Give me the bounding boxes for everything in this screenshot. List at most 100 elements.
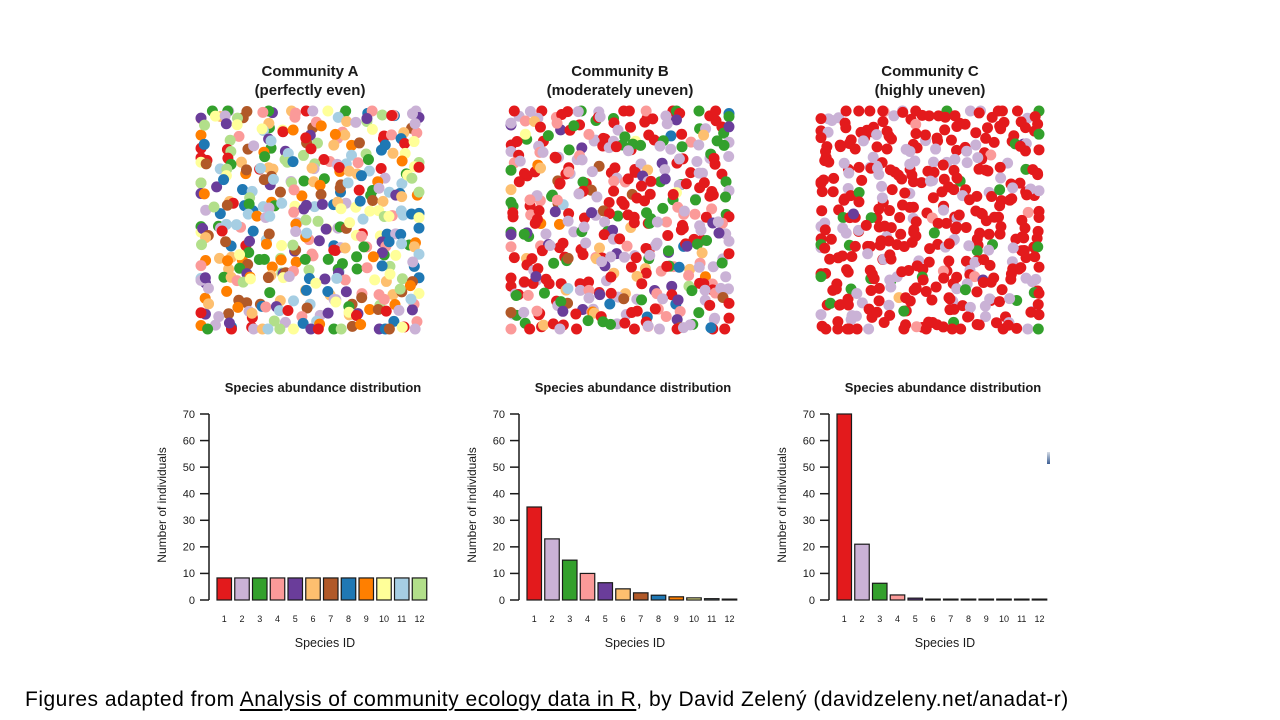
species-dot [939,124,951,136]
species-dot [832,323,844,335]
species-dot [563,144,575,156]
species-dot [574,284,586,296]
species-dot [1022,206,1034,218]
species-dot [350,116,362,128]
community-title-a: Community A (perfectly even) [145,62,475,100]
y-tick-label: 60 [493,435,505,447]
species-dot [988,136,1000,148]
species-dot [659,173,671,185]
species-dot [705,322,717,334]
species-dot [596,256,608,268]
species-dot [924,175,936,187]
species-dot [847,208,859,220]
species-dot [290,256,302,268]
species-dot [243,198,255,210]
species-dot [223,308,235,320]
species-dot [290,226,302,238]
abundance-bar [615,588,631,601]
species-dot [962,311,974,323]
species-dot [505,272,517,284]
species-dot [1018,244,1030,256]
species-dot [720,176,732,188]
x-tick-label: 2 [239,614,244,624]
species-dot [384,268,396,280]
species-dot [877,105,889,117]
species-dot [928,227,940,239]
species-dot [242,208,254,220]
species-dot [876,180,888,192]
species-dot [257,106,269,118]
species-dot [896,173,908,185]
species-dot [715,282,727,294]
species-dot [969,256,981,268]
species-dot [376,247,388,259]
abundance-bar [978,598,995,601]
species-dot [608,185,620,197]
y-tick-label: 0 [809,595,815,607]
stray-cursor-mark [1047,452,1050,464]
species-dot [544,239,556,251]
species-dot [298,175,310,187]
species-dot [618,293,630,305]
species-dot [884,164,896,176]
species-dot [409,323,421,335]
species-dot [598,229,610,241]
species-dot [322,105,334,117]
species-dot [406,304,418,316]
species-dot [583,292,595,304]
species-dot [243,246,255,258]
species-dot [505,229,517,241]
species-dot [241,297,253,309]
species-dot [628,217,640,229]
species-dot [917,274,929,286]
y-tick-label: 20 [183,542,195,554]
species-dot [313,235,325,247]
species-dot [333,161,345,173]
species-dot [216,225,228,237]
species-dot [586,166,598,178]
species-dot [986,190,998,202]
species-dot [300,132,312,144]
species-dot [608,175,620,187]
species-dot [995,172,1007,184]
x-tick-label: 4 [275,614,280,624]
species-dot [537,146,549,158]
species-dot [351,251,363,263]
species-dot [994,228,1006,240]
species-dot [208,201,220,213]
species-dot [621,240,633,252]
species-dot [605,287,617,299]
species-dot [577,176,589,188]
x-tick-label: 4 [585,614,590,624]
species-dot [529,217,541,229]
species-dot [654,140,666,152]
species-dot [538,287,550,299]
abundance-bar [305,577,321,601]
species-dot [355,318,367,330]
species-dot [649,303,661,315]
species-dot [244,235,256,247]
species-dot [524,105,536,117]
species-dot [661,118,673,130]
species-dot [971,245,983,257]
abundance-bar [597,582,614,601]
species-dot [698,129,710,141]
species-dot [696,167,708,179]
species-dot [258,253,270,265]
abundance-bar [269,577,286,601]
species-dot [387,147,399,159]
species-dot [923,110,935,122]
y-tick-label: 20 [493,542,505,554]
species-dot [815,271,827,283]
species-dot [314,179,326,191]
species-dot [693,139,705,151]
species-dot [680,178,692,190]
caption-book-title[interactable]: Analysis of community ecology data in R [239,688,637,711]
species-dot [343,165,355,177]
species-dot [364,304,376,316]
y-tick-label: 30 [803,515,815,527]
species-dot [939,111,951,123]
abundance-bar [854,543,870,601]
species-dot [1033,212,1045,224]
